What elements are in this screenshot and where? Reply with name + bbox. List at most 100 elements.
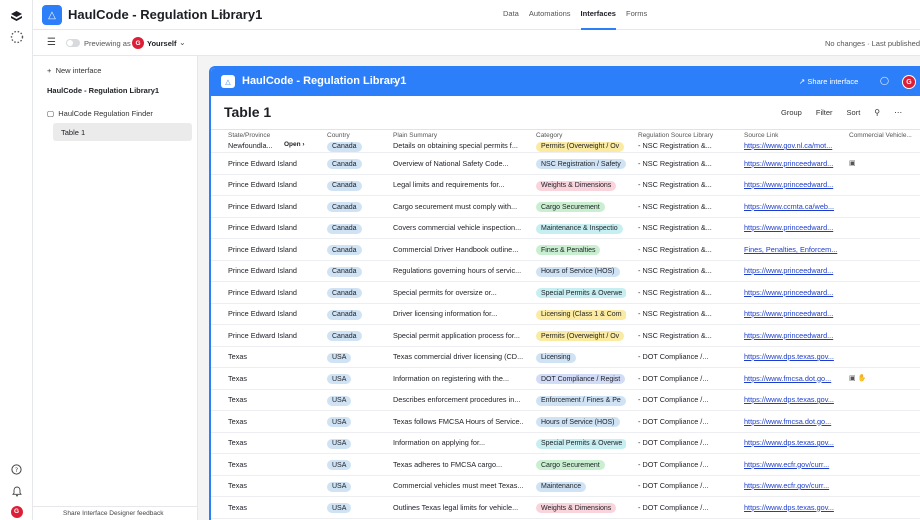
cell-state: Prince Edward Island <box>228 330 297 340</box>
source-link[interactable]: https://www.dps.texas.gov... <box>744 502 834 512</box>
source-link[interactable]: https://www.fmcsa.dot.go... <box>744 373 832 383</box>
country-pill: USA <box>327 395 352 406</box>
tab-interfaces[interactable]: Interfaces <box>580 9 616 30</box>
base-logo-icon[interactable]: △ <box>42 5 62 25</box>
chevron-down-icon[interactable]: ⌄ <box>391 76 398 85</box>
table-row[interactable]: Texas USA Commercial vehicles must meet Te… <box>211 476 920 497</box>
loading-spinner-icon <box>8 28 25 45</box>
table-row[interactable]: Texas USA Information on applying for... Sp… <box>211 433 920 454</box>
table-row[interactable]: Prince Edward Island Canada Regulations go… <box>211 261 920 282</box>
column-header-summary[interactable]: Plain Summary <box>393 132 438 139</box>
cell-category: Hours of Service (HOS) <box>536 417 626 427</box>
source-link[interactable]: https://www.princeedward... <box>744 223 834 232</box>
table-row[interactable]: Prince Edward Island Canada Legal limits a… <box>211 175 920 196</box>
cell-category: Maintenance & Inspectio <box>536 223 626 234</box>
icon-rail: ? G <box>0 0 33 520</box>
source-link[interactable]: https://www.princeedward... <box>744 266 834 275</box>
sidebar-item-table-1[interactable]: Table 1 <box>53 123 192 141</box>
cell-state: Prince Edward Island <box>228 244 297 254</box>
source-link[interactable]: https://www.princeedward... <box>744 309 834 318</box>
source-link[interactable]: https://www.ecfr.gov/curr... <box>744 459 830 469</box>
table-row[interactable]: Prince Edward Island Canada Cargo secureme… <box>211 196 920 218</box>
source-link[interactable]: https://www.princeedward... <box>744 158 834 168</box>
table-row[interactable]: Texas USA Describes enforcement procedures… <box>211 390 920 411</box>
chevron-down-icon[interactable]: ⌄ <box>179 38 186 47</box>
source-link[interactable]: https://www.gov.nl.ca/mot... <box>744 141 833 150</box>
country-pill: USA <box>327 438 352 449</box>
account-avatar[interactable]: G <box>8 503 25 520</box>
country-pill: Canada <box>327 245 362 255</box>
source-link[interactable]: https://www.fmcsa.dot.go... <box>744 416 832 426</box>
table-row[interactable]: Prince Edward Island Canada Special permit… <box>211 282 920 304</box>
share-interface-button[interactable]: ↗ Share interface <box>799 77 858 86</box>
table-row[interactable]: Prince Edward Island Canada Covers commerc… <box>211 218 920 239</box>
open-record-button[interactable]: Open › <box>284 141 305 148</box>
source-link[interactable]: https://www.dps.texas.gov... <box>744 395 834 404</box>
search-icon[interactable]: ⚲ <box>874 108 881 117</box>
column-header-country[interactable]: Country <box>327 132 350 139</box>
table-row[interactable]: Prince Edward Island Canada Driver licensi… <box>211 304 920 325</box>
source-link[interactable]: https://www.dps.texas.gov... <box>744 438 834 447</box>
source-link[interactable]: Fines, Penalties, Enforcem... <box>744 244 838 254</box>
table-row[interactable]: Newfoundla... Open › Canada Details on o… <box>211 141 920 153</box>
interface-title[interactable]: HaulCode - Regulation Library1 <box>242 75 407 87</box>
preview-user-select[interactable]: Yourself <box>147 39 177 48</box>
column-header-commercial-vehicle[interactable]: Commercial Vehicle... <box>849 132 912 139</box>
table-row[interactable]: Texas USA Outlines Texas legal limits for … <box>211 497 920 519</box>
feedback-link[interactable]: Share Interface Designer feedback <box>33 506 198 520</box>
country-pill: USA <box>327 481 352 492</box>
attachment-thumbnail[interactable]: ▣ ✋ <box>849 374 867 382</box>
country-pill: Canada <box>327 331 362 341</box>
share-icon: ↗ <box>799 77 806 86</box>
avatar[interactable]: G <box>902 75 916 89</box>
menu-icon[interactable]: ☰ <box>47 37 56 48</box>
category-pill: Weights & Dimensions <box>536 180 617 191</box>
source-link[interactable]: https://www.dps.texas.gov... <box>744 352 834 361</box>
attachment-thumbnail[interactable]: ▣ <box>849 159 856 167</box>
more-options-icon[interactable]: ⋯ <box>894 108 903 117</box>
notifications-bell-icon[interactable]: ◯ <box>880 76 889 85</box>
cell-category: Licensing (Class 1 & Com <box>536 309 626 320</box>
source-link[interactable]: https://www.princeedward... <box>744 287 834 297</box>
preview-toggle[interactable] <box>66 39 80 47</box>
table-row[interactable]: Texas USA Texas follows FMCSA Hours of Ser… <box>211 411 920 433</box>
base-title[interactable]: HaulCode - Regulation Library1 <box>68 7 263 22</box>
chevron-down-icon[interactable]: ⌄ <box>217 8 226 19</box>
table-row[interactable]: Prince Edward Island Canada Overview of Na… <box>211 153 920 175</box>
cell-regulation-source: - DOT Compliance /... <box>638 438 709 447</box>
group-button[interactable]: Group <box>781 108 802 117</box>
column-header-regulation-source[interactable]: Regulation Source Library <box>638 132 714 139</box>
source-link[interactable]: https://www.princeedward... <box>744 330 834 340</box>
source-link[interactable]: https://www.ecfr.gov/curr... <box>744 481 830 490</box>
source-link[interactable]: https://www.princeedward... <box>744 180 834 189</box>
table-row[interactable]: Texas USA Information on registering with … <box>211 368 920 390</box>
home-logo-icon[interactable] <box>8 7 25 24</box>
help-icon[interactable]: ? <box>8 461 25 478</box>
sort-button[interactable]: Sort <box>846 108 861 117</box>
category-pill: Permits (Overweight / Ov <box>536 141 625 152</box>
source-link[interactable]: https://www.ccmta.ca/web... <box>744 201 835 211</box>
sidebar-page-item[interactable]: ▢ HaulCode Regulation Finder <box>47 109 153 118</box>
cell-regulation-source: - NSC Registration &... <box>638 244 712 254</box>
country-pill: USA <box>327 352 352 363</box>
category-pill: Cargo Securement <box>536 460 605 470</box>
table-row[interactable]: Texas USA Texas commercial driver licensin… <box>211 347 920 368</box>
column-header-state[interactable]: State/Province <box>228 132 271 139</box>
table-row[interactable]: Prince Edward Island Canada Commercial Dri… <box>211 239 920 261</box>
new-interface-button[interactable]: + New interface <box>47 66 101 75</box>
cell-country: USA <box>327 352 352 363</box>
column-header-category[interactable]: Category <box>536 132 563 139</box>
tab-data[interactable]: Data <box>503 9 519 18</box>
table-row[interactable]: Prince Edward Island Canada Special permit… <box>211 325 920 347</box>
tab-forms[interactable]: Forms <box>625 9 648 18</box>
interface-canvas: △ HaulCode - Regulation Library1 ⌄ ↗ Sha… <box>198 56 920 520</box>
notifications-bell-icon[interactable] <box>8 483 25 500</box>
column-header-source-link[interactable]: Source Link <box>744 132 779 139</box>
cell-regulation-source: - NSC Registration &... <box>638 287 712 297</box>
cell-regulation-source: - NSC Registration &... <box>638 223 712 232</box>
table-row[interactable]: Texas USA Texas adheres to FMCSA cargo... C… <box>211 454 920 476</box>
category-pill: NSC Registration / Safety <box>536 159 626 169</box>
filter-button[interactable]: Filter <box>815 108 833 117</box>
country-pill: Canada <box>327 141 362 152</box>
tab-automations[interactable]: Automations <box>528 9 571 18</box>
